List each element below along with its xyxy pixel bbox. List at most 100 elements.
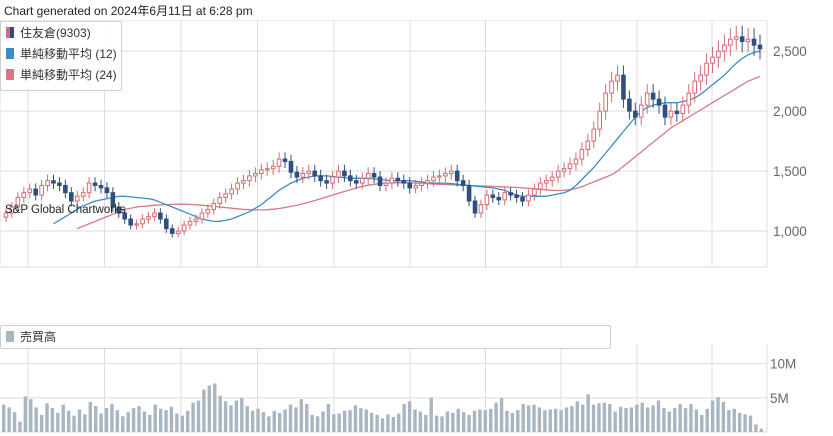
candle-body <box>650 92 656 100</box>
candle-body <box>627 98 632 112</box>
volume-bar <box>126 412 130 432</box>
candle-body <box>549 176 555 182</box>
candle-body <box>146 216 151 220</box>
volume-bar <box>315 416 320 432</box>
volume-bar <box>153 404 157 432</box>
candle-body <box>401 180 407 184</box>
volume-bar <box>737 412 742 432</box>
candle-body <box>128 218 133 226</box>
volume-bar <box>629 407 634 432</box>
candle-body <box>9 206 15 214</box>
volume-bar <box>283 409 287 432</box>
candle-body <box>288 160 294 173</box>
candle-body <box>437 175 442 178</box>
candle-body <box>270 165 276 170</box>
legend-ma12[interactable]: 単純移動平均 (12) <box>1 43 121 64</box>
volume-bar <box>245 406 249 432</box>
volume-bar <box>478 409 482 432</box>
candle-body <box>532 188 537 196</box>
volume-bar <box>288 404 293 432</box>
volume-bar <box>570 406 574 432</box>
volume-bar <box>640 402 644 432</box>
volume-bar <box>499 397 504 432</box>
legend-ma24[interactable]: 単純移動平均 (24) <box>1 64 121 85</box>
ma12-swatch-icon <box>6 48 14 59</box>
volume-bar <box>332 414 336 432</box>
volume-bar <box>250 410 255 432</box>
candle-body <box>538 182 543 190</box>
candle-body <box>490 194 496 198</box>
candle-body <box>591 128 597 142</box>
volume-bar <box>83 414 87 432</box>
volume-bar <box>483 410 488 432</box>
volume-bar <box>748 415 753 432</box>
candle-body <box>258 169 264 174</box>
volume-tick-label: 10M <box>770 357 796 372</box>
volume-bar <box>234 400 239 432</box>
volume-legend: 売買高 <box>0 325 611 349</box>
candle-body <box>69 192 74 202</box>
candle-body <box>745 38 751 43</box>
volume-bar <box>683 408 688 432</box>
legend-price-label: 住友倉(9303) <box>20 26 91 40</box>
candle-body <box>621 74 626 100</box>
volume-bar <box>45 403 49 432</box>
candle-body <box>472 200 478 214</box>
candle-body <box>603 92 608 112</box>
candles <box>3 25 763 238</box>
candle-body <box>460 180 466 186</box>
candle-body <box>348 175 353 182</box>
candle-body <box>264 168 270 171</box>
volume-bar <box>586 394 590 432</box>
candle-body <box>609 80 614 94</box>
candle-body <box>110 192 116 208</box>
price-tick-label: 1,000 <box>773 224 807 239</box>
volume-bar <box>472 410 477 432</box>
volume-bar <box>99 413 103 432</box>
candle-body <box>134 223 139 226</box>
volume-bar <box>158 408 163 432</box>
candle-body <box>229 188 234 195</box>
legend-volume[interactable]: 売買高 <box>1 326 610 347</box>
volume-bar <box>77 409 82 432</box>
volume-bar <box>467 414 471 432</box>
volume-bar <box>337 413 341 432</box>
volume-bar <box>705 408 709 432</box>
volume-tick-label: 5M <box>770 391 789 406</box>
candle-body <box>21 192 27 198</box>
volume-bar <box>548 409 552 432</box>
volume-bar <box>602 402 607 432</box>
volume-chart[interactable]: 5M 10M <box>0 322 833 436</box>
candle-body <box>336 170 341 178</box>
candle-body <box>508 192 513 196</box>
volume-bar <box>645 407 650 432</box>
volume-bar <box>759 428 763 432</box>
price-y-axis: 1,000 1,500 2,000 2,500 <box>773 44 807 239</box>
volume-bar <box>104 408 109 432</box>
candle-body <box>419 182 424 186</box>
candle-body <box>140 218 145 225</box>
candle-body <box>163 218 169 230</box>
candle-body <box>116 206 122 214</box>
volume-bar <box>456 408 460 432</box>
candle-body <box>633 110 638 118</box>
candle-body <box>241 180 246 184</box>
candle-body <box>680 104 686 115</box>
volume-bar <box>23 396 28 432</box>
volume-bar <box>716 397 720 432</box>
candle-body <box>365 172 371 179</box>
candle-body <box>27 188 33 194</box>
candle-body <box>716 50 721 58</box>
candle-body <box>710 56 715 64</box>
candle-body <box>158 212 163 220</box>
volume-bar <box>93 406 98 432</box>
candle-body <box>555 170 561 178</box>
candle-body <box>425 180 430 184</box>
legend-volume-label: 売買高 <box>20 330 57 344</box>
candle-body <box>733 36 739 40</box>
candle-body <box>496 196 502 201</box>
legend-price[interactable]: 住友倉(9303) <box>1 22 121 43</box>
candle-body <box>45 180 50 186</box>
candle-body <box>324 180 329 184</box>
